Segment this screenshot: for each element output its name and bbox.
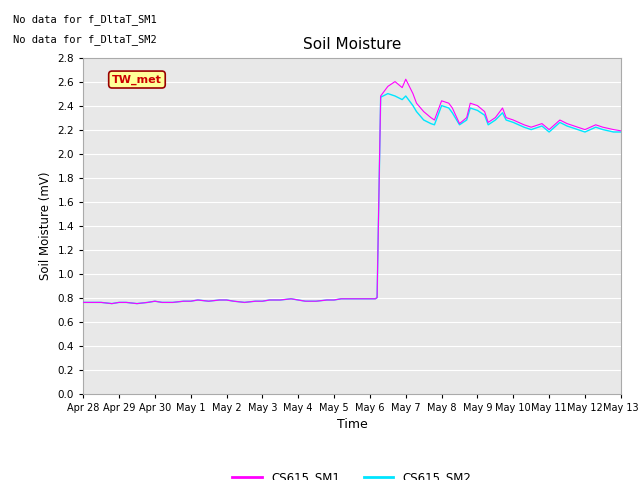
CS615_SM1 [574, 124, 582, 130]
CS615_SM1 [617, 128, 625, 134]
CS615_SM2 [574, 127, 582, 132]
CS615_SM2 [427, 121, 435, 127]
Legend: CS615_SM1, CS615_SM2: CS615_SM1, CS615_SM2 [228, 466, 476, 480]
CS615_SM1 [79, 300, 87, 305]
CS615_SM1 [402, 76, 410, 82]
CS615_SM2 [180, 298, 188, 304]
CS615_SM1 [180, 298, 188, 304]
CS615_SM2 [108, 300, 116, 307]
Text: No data for f_DltaT_SM1: No data for f_DltaT_SM1 [13, 14, 157, 25]
Line: CS615_SM1: CS615_SM1 [83, 79, 621, 304]
X-axis label: Time: Time [337, 418, 367, 431]
CS615_SM2 [79, 300, 87, 305]
Title: Soil Moisture: Soil Moisture [303, 37, 401, 52]
CS615_SM1 [97, 300, 105, 305]
CS615_SM1 [108, 300, 116, 307]
CS615_SM1 [373, 295, 381, 300]
CS615_SM1 [427, 115, 435, 120]
CS615_SM2 [599, 127, 607, 132]
CS615_SM2 [617, 129, 625, 135]
Text: No data for f_DltaT_SM2: No data for f_DltaT_SM2 [13, 34, 157, 45]
CS615_SM2 [97, 300, 105, 305]
Text: TW_met: TW_met [112, 74, 162, 84]
CS615_SM2 [384, 91, 392, 96]
CS615_SM1 [599, 124, 607, 130]
CS615_SM2 [373, 295, 381, 300]
Y-axis label: Soil Moisture (mV): Soil Moisture (mV) [39, 171, 52, 280]
Line: CS615_SM2: CS615_SM2 [83, 94, 621, 304]
